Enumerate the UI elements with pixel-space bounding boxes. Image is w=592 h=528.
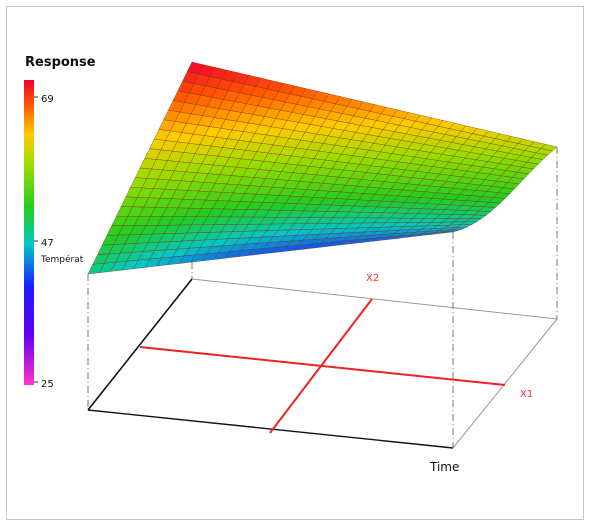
axis-label-time: Time xyxy=(429,460,459,474)
floor-edge-left xyxy=(87,278,193,411)
response-surface xyxy=(87,61,558,275)
floor-edge-front xyxy=(87,409,454,449)
colorbar-tick-min: 25 xyxy=(41,379,54,390)
colorbar xyxy=(24,80,34,385)
floor-edge-right xyxy=(452,318,558,449)
axis-label-x2: X2 xyxy=(366,273,379,284)
colorbar-tick-max: 69 xyxy=(41,94,54,105)
colorbar-ticks xyxy=(34,96,38,383)
colorbar-tick-mid: 47 xyxy=(41,238,54,249)
floor-edge-back xyxy=(191,278,558,320)
x1-marker-line xyxy=(139,346,506,386)
chart-title: Response xyxy=(25,55,96,70)
x2-marker-line xyxy=(269,298,373,434)
surface-cell xyxy=(441,230,458,234)
axis-label-x1: X1 xyxy=(520,389,533,400)
colorbar-label: Températ xyxy=(40,254,84,265)
